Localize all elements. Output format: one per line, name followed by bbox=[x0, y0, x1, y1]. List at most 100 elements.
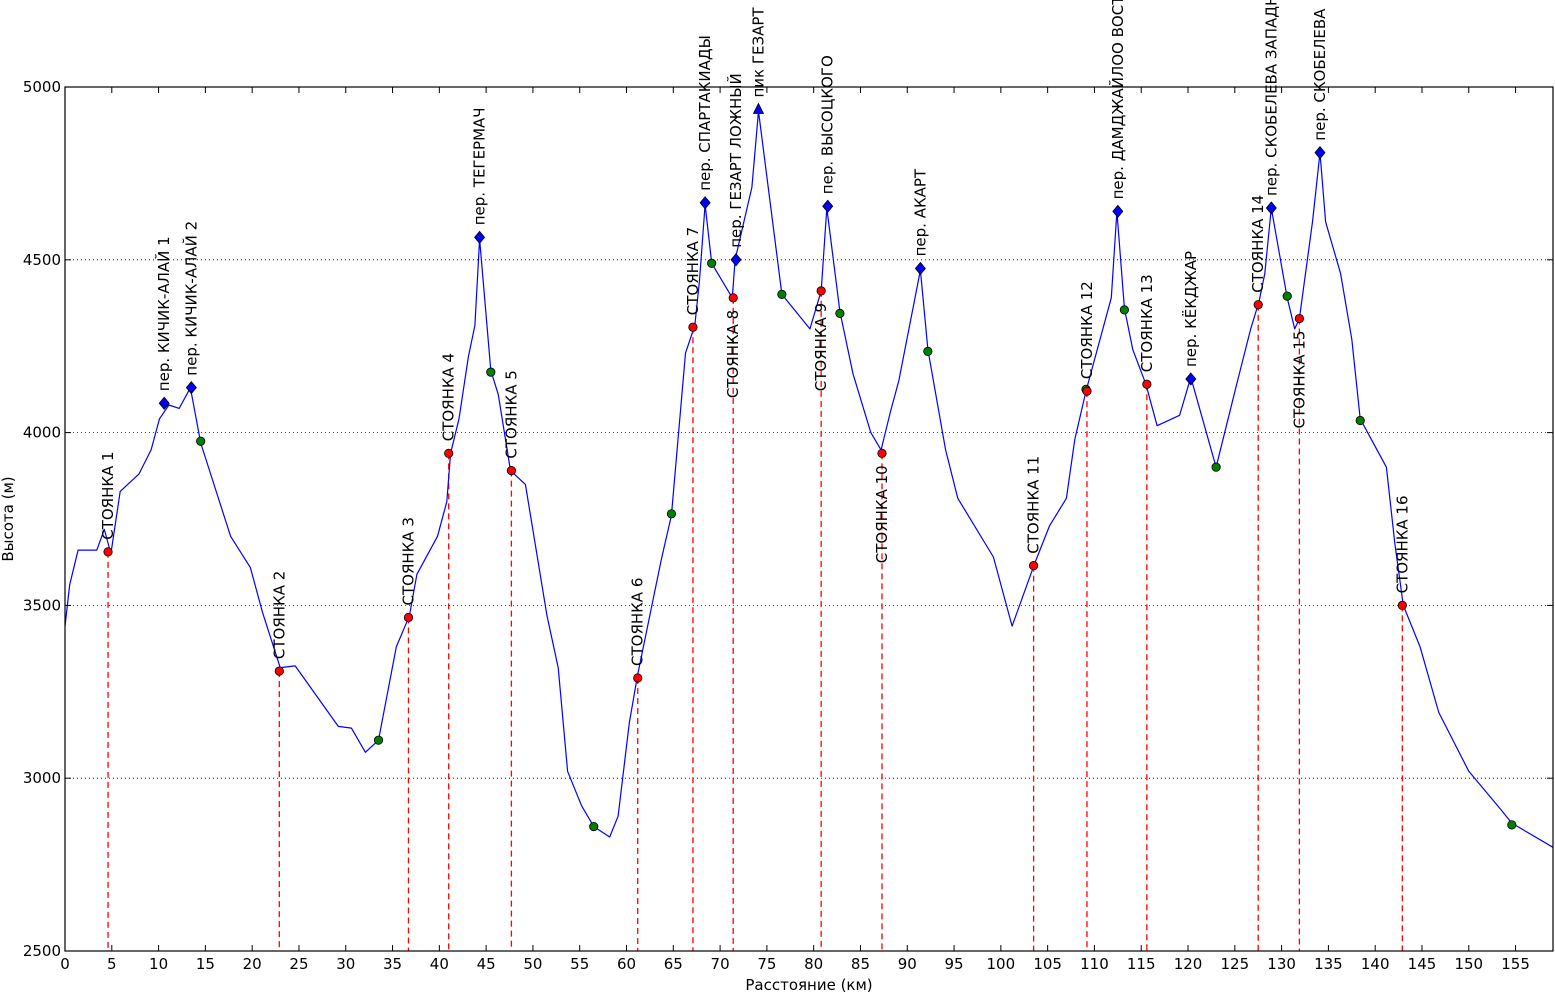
pass-label: пер. ДАМДЖАЙЛОО ВОСТОЧНЫЙ bbox=[1108, 0, 1127, 199]
x-tick-label: 75 bbox=[757, 955, 776, 973]
x-tick-label: 125 bbox=[1220, 955, 1249, 973]
x-tick-label: 150 bbox=[1454, 955, 1483, 973]
camp-marker bbox=[506, 466, 516, 476]
camp-label: СТОЯНКА 9 bbox=[812, 303, 830, 391]
x-tick-label: 85 bbox=[851, 955, 870, 973]
pass-label: пер. АКАРТ bbox=[911, 168, 929, 256]
y-axis-label: Высота (м) bbox=[0, 476, 17, 561]
x-tick-label: 105 bbox=[1033, 955, 1062, 973]
camp-label: СТОЯНКА 13 bbox=[1138, 274, 1156, 372]
y-tick-label: 5000 bbox=[23, 78, 61, 96]
axis-ticks: 2500 3000 3500 4000 4500 5000 0 5 10 15 20 25 30 35 40… bbox=[23, 78, 1553, 973]
x-tick-label: 60 bbox=[617, 955, 636, 973]
x-tick-label: 10 bbox=[149, 955, 168, 973]
waypoint-marker bbox=[486, 367, 496, 377]
waypoint-marker bbox=[1282, 291, 1292, 301]
camp-marker bbox=[728, 293, 738, 303]
camp-label: СТОЯНКА 5 bbox=[502, 370, 520, 458]
markers-layer bbox=[103, 102, 1517, 832]
camp-marker bbox=[877, 448, 887, 458]
x-tick-label: 65 bbox=[664, 955, 683, 973]
pass-marker bbox=[822, 199, 834, 213]
camp-label: СТОЯНКА 14 bbox=[1249, 195, 1267, 293]
x-tick-label: 135 bbox=[1314, 955, 1343, 973]
waypoint-marker bbox=[835, 308, 845, 318]
camp-dashed-lines bbox=[107, 290, 1403, 951]
pass-marker bbox=[474, 230, 486, 244]
grid-lines bbox=[65, 259, 1553, 779]
y-tick-label: 4500 bbox=[23, 251, 61, 269]
camp-label: СТОЯНКА 1 bbox=[99, 451, 117, 539]
pass-label: пер. КЁКДЖАР bbox=[1181, 251, 1200, 367]
elevation-profile-line bbox=[64, 110, 1554, 848]
pass-label: пер. СКОБЕЛЕВА ЗАПАДНЫЙ bbox=[1261, 0, 1280, 196]
camp-marker bbox=[1082, 386, 1092, 396]
waypoint-marker bbox=[1211, 462, 1221, 472]
waypoint-marker bbox=[589, 821, 599, 832]
waypoint-marker bbox=[1507, 820, 1517, 830]
camp-marker bbox=[444, 448, 454, 458]
camp-label: СТОЯНКА 6 bbox=[629, 578, 647, 666]
camp-marker bbox=[274, 666, 284, 676]
waypoint-marker bbox=[373, 735, 384, 745]
camp-label: СТОЯНКА 3 bbox=[400, 517, 418, 605]
waypoint-marker bbox=[1355, 415, 1365, 426]
pass-marker bbox=[185, 381, 197, 395]
x-tick-label: 110 bbox=[1080, 955, 1109, 973]
pass-label: пик ГЕЗАРТ bbox=[750, 7, 768, 98]
pass-label: пер. СКОБЕЛЕВА bbox=[1311, 8, 1329, 141]
x-tick-label: 15 bbox=[196, 955, 215, 973]
camp-marker bbox=[403, 612, 414, 623]
pass-label: пер. КИЧИК-АЛАЙ 2 bbox=[181, 221, 200, 376]
x-tick-label: 145 bbox=[1408, 955, 1437, 973]
x-tick-label: 50 bbox=[523, 955, 542, 973]
x-tick-label: 80 bbox=[804, 955, 823, 973]
camp-label: СТОЯНКА 4 bbox=[440, 353, 458, 441]
pass-marker bbox=[1265, 201, 1277, 215]
camp-marker bbox=[816, 286, 826, 296]
waypoint-marker bbox=[1119, 305, 1129, 315]
x-tick-label: 5 bbox=[107, 955, 117, 973]
x-tick-label: 35 bbox=[383, 955, 402, 973]
pass-label: пер. ВЫСОЦКОГО bbox=[819, 55, 837, 194]
plot-background bbox=[65, 87, 1553, 951]
y-tick-label: 3500 bbox=[23, 596, 61, 614]
profile-line-layer bbox=[64, 110, 1554, 848]
pass-label: пер. СПАРТАКИАДЫ bbox=[696, 35, 714, 191]
waypoint-marker bbox=[666, 509, 677, 519]
camp-marker bbox=[688, 322, 698, 332]
camp-marker bbox=[633, 673, 643, 683]
camp-label: СТОЯНКА 10 bbox=[873, 465, 891, 563]
x-tick-label: 90 bbox=[898, 955, 917, 973]
x-tick-label: 25 bbox=[289, 955, 308, 973]
plot-frame bbox=[64, 86, 1554, 952]
x-tick-label: 115 bbox=[1127, 955, 1156, 973]
pass-label: пер. ТЕГЕРМАЧ bbox=[471, 107, 489, 225]
camp-label: СТОЯНКА 15 bbox=[1290, 331, 1308, 429]
camp-marker bbox=[1253, 300, 1263, 310]
pass-marker bbox=[158, 396, 170, 410]
x-axis-label: Расстояние (км) bbox=[745, 976, 872, 993]
x-tick-label: 40 bbox=[430, 955, 449, 973]
x-tick-label: 140 bbox=[1361, 955, 1390, 973]
waypoint-marker bbox=[777, 289, 787, 299]
annotation-labels: СТОЯНКА 1 СТОЯНКА 2 СТОЯНКА 3 СТОЯНКА 4 СТОЯ… bbox=[99, 0, 1411, 666]
x-tick-label: 95 bbox=[945, 955, 964, 973]
camp-label: СТОЯНКА 2 bbox=[270, 571, 288, 659]
camp-marker bbox=[1142, 379, 1152, 389]
pass-marker bbox=[699, 196, 711, 210]
x-tick-label: 155 bbox=[1501, 955, 1530, 973]
x-tick-label: 55 bbox=[570, 955, 589, 973]
x-tick-label: 0 bbox=[60, 955, 70, 973]
peak-marker bbox=[752, 102, 765, 114]
camp-marker bbox=[1294, 313, 1304, 324]
x-tick-label: 100 bbox=[987, 955, 1016, 973]
x-tick-label: 120 bbox=[1174, 955, 1203, 973]
y-tick-label: 2500 bbox=[23, 942, 61, 960]
pass-marker bbox=[914, 261, 926, 276]
camp-label: СТОЯНКА 7 bbox=[684, 227, 702, 315]
x-tick-label: 30 bbox=[336, 955, 355, 973]
x-tick-label: 45 bbox=[477, 955, 496, 973]
x-tick-label: 20 bbox=[243, 955, 262, 973]
